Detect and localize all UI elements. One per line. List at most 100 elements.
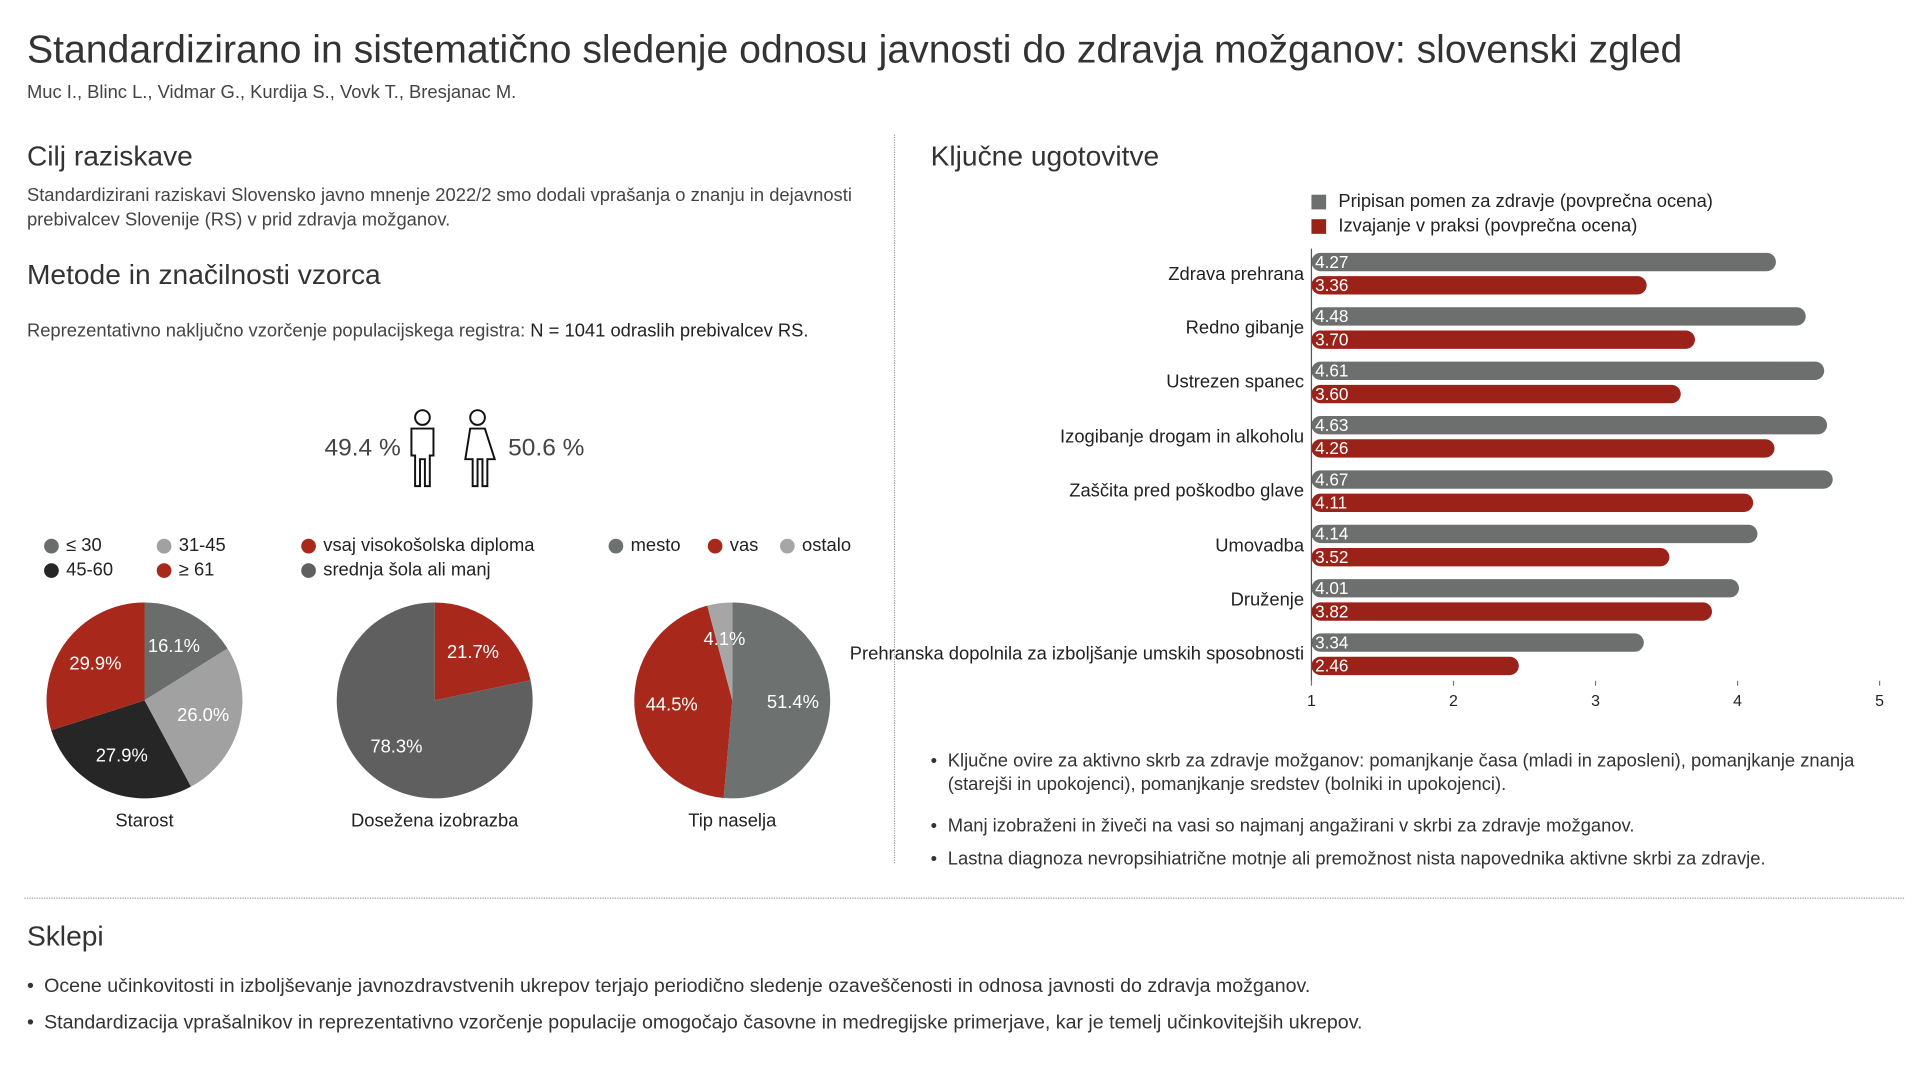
bar bbox=[1311, 361, 1825, 380]
pie-slice bbox=[723, 602, 831, 799]
bullet: Lastna diagnoza nevropsihiatrične motnje… bbox=[931, 847, 1903, 870]
divider bbox=[893, 134, 896, 864]
divider bbox=[24, 897, 1905, 899]
y-tick-label: Ustrezen spanec bbox=[1166, 371, 1305, 393]
data-label: 27.9% bbox=[96, 745, 148, 766]
legend-label: ≤ 30 bbox=[66, 534, 102, 555]
data-label: 44.5% bbox=[646, 693, 698, 714]
x-tick-label: 4 bbox=[1733, 693, 1742, 710]
bar bbox=[1311, 656, 1519, 676]
legend-marker bbox=[1311, 219, 1327, 234]
data-label: 4.63 bbox=[1315, 415, 1348, 435]
bar bbox=[1311, 384, 1681, 404]
data-label: 4.27 bbox=[1315, 252, 1348, 272]
data-label: 3.82 bbox=[1315, 601, 1348, 621]
bar bbox=[1311, 547, 1670, 567]
bar bbox=[1311, 579, 1739, 598]
y-tick-label: Zaščita pred poškodbo glave bbox=[1069, 480, 1305, 502]
bar bbox=[1311, 330, 1695, 349]
legend-marker bbox=[1311, 194, 1327, 210]
bar bbox=[1311, 439, 1775, 458]
chart-title: Starost bbox=[115, 809, 173, 830]
bullet: Manj izobraženi in živeči na vasi so naj… bbox=[931, 814, 1903, 837]
legend-marker bbox=[301, 563, 316, 578]
legend-marker bbox=[156, 538, 172, 554]
data-label: 4.14 bbox=[1315, 524, 1349, 544]
x-tick-label: 2 bbox=[1449, 693, 1458, 710]
bullet: Ključne ovire za aktivno skrb za zdravje… bbox=[931, 749, 1903, 796]
text: Reprezentativno naključno vzorčenje popu… bbox=[26, 320, 526, 342]
legend-label: ≥ 61 bbox=[179, 558, 215, 579]
section-heading: Metode in značilnosti vzorca bbox=[26, 258, 381, 291]
pie-slice bbox=[51, 700, 191, 799]
data-label: 78.3% bbox=[370, 735, 422, 756]
pie-slice bbox=[634, 605, 733, 798]
legend-label: ostalo bbox=[802, 534, 851, 555]
y-tick-label: Umovadba bbox=[1215, 535, 1305, 556]
legend-marker bbox=[156, 563, 172, 578]
data-label: 3.70 bbox=[1315, 329, 1348, 349]
y-tick-label: Druženje bbox=[1230, 589, 1305, 611]
x-tick-label: 1 bbox=[1307, 693, 1316, 710]
bar bbox=[1311, 276, 1647, 295]
pie-slice bbox=[144, 648, 243, 787]
authors: Muc I., Blinc L., Vidmar G., Kurdija S.,… bbox=[26, 82, 517, 103]
section-heading: Sklepi bbox=[26, 919, 104, 952]
data-label: 4.26 bbox=[1315, 438, 1348, 458]
bar bbox=[1311, 470, 1833, 489]
data-label: 3.34 bbox=[1315, 632, 1349, 652]
data-label: 51.4% bbox=[767, 691, 819, 712]
bar bbox=[1311, 524, 1758, 544]
legend-label: mesto bbox=[631, 534, 681, 555]
y-tick-label: Prehranska dopolnila za izboljšanje umsk… bbox=[849, 643, 1305, 665]
y-tick-label: Izogibanje drogam in alkoholu bbox=[1060, 426, 1305, 448]
bar bbox=[1311, 493, 1754, 512]
data-label: 2.46 bbox=[1315, 656, 1348, 676]
legend-label: vsaj visokošolska diploma bbox=[323, 534, 535, 555]
legend-marker bbox=[707, 538, 723, 554]
legend-label: vas bbox=[730, 534, 759, 555]
data-label: 26.0% bbox=[177, 704, 229, 725]
chart-title: Dosežena izobrazba bbox=[351, 809, 519, 830]
paragraph: Standardizirani raziskavi Slovensko javn… bbox=[26, 184, 852, 231]
legend-marker bbox=[44, 563, 59, 578]
bar bbox=[1311, 633, 1644, 652]
x-tick-label: 5 bbox=[1875, 693, 1884, 710]
data-label: 4.1% bbox=[704, 628, 746, 649]
data-label: 4.67 bbox=[1315, 469, 1348, 489]
person-icons bbox=[410, 409, 497, 488]
legend-label: Izvajanje v praksi (povprečna ocena) bbox=[1338, 214, 1637, 235]
legend-marker bbox=[301, 538, 316, 554]
bar bbox=[1311, 307, 1806, 326]
bullet: Standardizacija vprašalnikov in reprezen… bbox=[27, 1011, 1881, 1034]
data-label: 4.48 bbox=[1315, 306, 1348, 326]
legend-label: 31-45 bbox=[179, 534, 226, 555]
text: N = 1041 odraslih prebivalcev RS. bbox=[530, 320, 809, 342]
title: Standardizirano in sistematično sledenje… bbox=[26, 26, 1683, 72]
y-tick-label: Redno gibanje bbox=[1185, 317, 1305, 339]
chart-title: Tip naselja bbox=[688, 809, 777, 830]
data-label: 4.01 bbox=[1315, 578, 1348, 598]
legend-label: 45-60 bbox=[66, 558, 113, 579]
data-label: 3.52 bbox=[1315, 547, 1348, 567]
pie-slice bbox=[144, 602, 228, 701]
legend-label: srednja šola ali manj bbox=[323, 558, 490, 579]
pie-slice bbox=[434, 602, 531, 701]
paragraph: Reprezentativno naključno vzorčenje popu… bbox=[27, 321, 809, 342]
bar bbox=[1311, 252, 1776, 272]
gender-male: 49.4 % bbox=[324, 434, 401, 462]
legend-marker bbox=[780, 538, 795, 554]
legend-marker bbox=[44, 538, 59, 554]
pie-slice bbox=[46, 602, 145, 731]
section-heading: Cilj raziskave bbox=[26, 139, 193, 172]
legend-label: Pripisan pomen za zdravje (povprečna oce… bbox=[1338, 190, 1713, 211]
data-label: 3.36 bbox=[1315, 275, 1348, 295]
legend-marker bbox=[608, 538, 624, 554]
pie-slice bbox=[336, 602, 533, 799]
data-label: 16.1% bbox=[148, 635, 200, 656]
data-label: 29.9% bbox=[69, 652, 121, 673]
data-label: 4.61 bbox=[1315, 361, 1348, 381]
data-label: 3.60 bbox=[1315, 384, 1348, 404]
